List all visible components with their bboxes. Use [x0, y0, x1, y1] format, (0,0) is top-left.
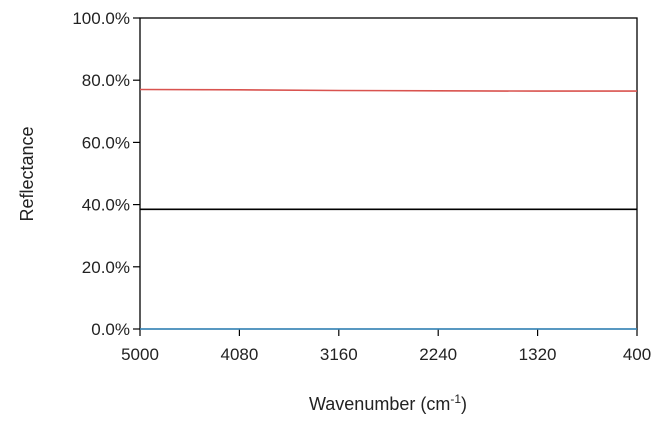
- x-tick-label: 3160: [320, 345, 358, 364]
- x-tick-label: 400: [623, 345, 651, 364]
- series-layer: [139, 88, 637, 330]
- x-axis-ticks: 5000 4080 3160 2240 1320 400: [121, 329, 651, 364]
- y-tick-label: 0.0%: [91, 320, 130, 339]
- y-tick-label: 20.0%: [82, 258, 130, 277]
- y-tick-label: 80.0%: [82, 71, 130, 90]
- x-tick-label: 4080: [220, 345, 258, 364]
- x-axis-title: Wavenumber (cm-1): [309, 392, 467, 414]
- x-tick-label: 5000: [121, 345, 159, 364]
- x-tick-label: 1320: [519, 345, 557, 364]
- y-tick-label: 100.0%: [72, 9, 130, 28]
- y-tick-label: 60.0%: [82, 133, 130, 152]
- y-tick-label: 40.0%: [82, 196, 130, 215]
- series-line-1: [139, 88, 637, 92]
- y-axis-title: Reflectance: [17, 126, 37, 221]
- x-tick-label: 2240: [419, 345, 457, 364]
- plot-area: [139, 17, 638, 330]
- y-axis-ticks: 0.0% 20.0% 40.0% 60.0% 80.0% 100.0%: [72, 9, 140, 339]
